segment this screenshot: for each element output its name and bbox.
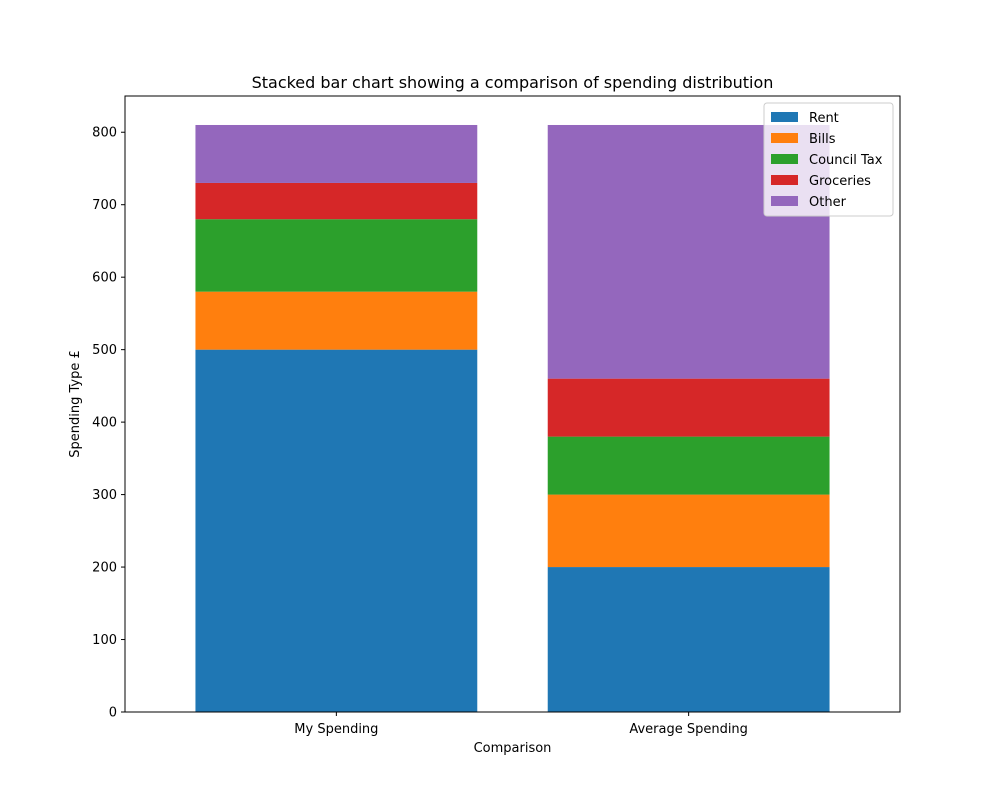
legend-label-bills: Bills bbox=[809, 132, 836, 147]
bar-average-spending-rent bbox=[547, 567, 830, 712]
y-tick-label: 700 bbox=[92, 198, 117, 213]
y-tick-label: 400 bbox=[92, 416, 117, 431]
y-axis-label: Spending Type £ bbox=[68, 350, 83, 458]
bar-my-spending-other bbox=[195, 124, 478, 183]
bars-layer bbox=[195, 124, 830, 712]
legend-swatch-bills bbox=[771, 133, 798, 143]
bar-my-spending-rent bbox=[195, 349, 478, 712]
x-axis-label: Comparison bbox=[474, 741, 552, 756]
legend-swatch-groceries bbox=[771, 175, 798, 185]
chart-title: Stacked bar chart showing a comparison o… bbox=[252, 73, 774, 92]
y-tick-label: 600 bbox=[92, 271, 117, 286]
y-tick-label: 100 bbox=[92, 633, 117, 648]
legend-swatch-other bbox=[771, 196, 798, 206]
x-tick-label: Average Spending bbox=[629, 722, 748, 737]
legend-label-rent: Rent bbox=[809, 111, 839, 126]
y-tick-label: 300 bbox=[92, 488, 117, 503]
bar-average-spending-bills bbox=[547, 494, 830, 568]
legend-swatch-rent bbox=[771, 112, 798, 122]
x-tick-label: My Spending bbox=[294, 722, 378, 737]
bar-average-spending-groceries bbox=[547, 378, 830, 437]
axes-layer: 0 100 200 300 400 500 600 700 800 My Spending Aver… bbox=[92, 95, 901, 737]
legend-box bbox=[763, 102, 894, 217]
legend-label-groceries: Groceries bbox=[809, 174, 871, 189]
legend-label-other: Other bbox=[809, 195, 847, 210]
legend: Rent Bills Council Tax Groceries Other bbox=[763, 102, 894, 217]
bar-average-spending-council-tax bbox=[547, 436, 830, 495]
y-tick-label: 500 bbox=[92, 343, 117, 358]
y-tick-label: 800 bbox=[92, 126, 117, 141]
y-tick-label: 0 bbox=[109, 706, 117, 721]
legend-swatch-council-tax bbox=[771, 154, 798, 164]
y-tick-label: 200 bbox=[92, 561, 117, 576]
bar-my-spending-bills bbox=[195, 291, 478, 350]
legend-label-council-tax: Council Tax bbox=[809, 153, 883, 168]
bar-my-spending-council-tax bbox=[195, 219, 478, 292]
bar-my-spending-groceries bbox=[195, 182, 478, 220]
plot-frame bbox=[124, 95, 901, 713]
